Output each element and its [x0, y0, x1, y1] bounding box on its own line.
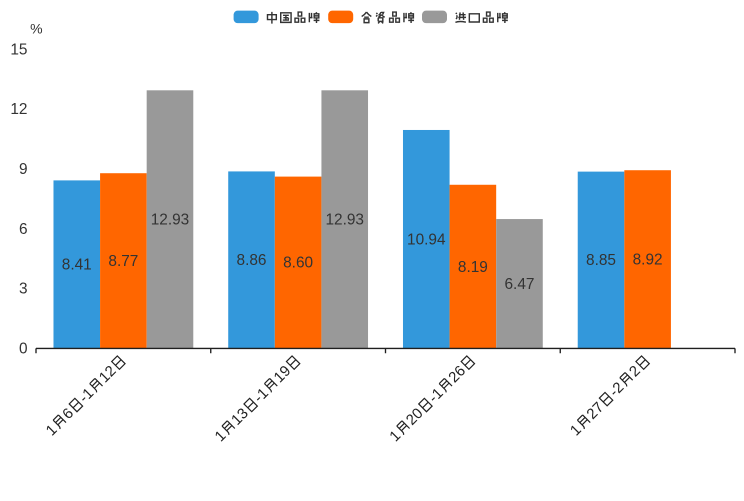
- svg-text:12.93: 12.93: [325, 212, 364, 229]
- svg-text:3: 3: [19, 281, 28, 298]
- svg-text:8.86: 8.86: [237, 252, 267, 269]
- svg-text:12.93: 12.93: [151, 212, 190, 229]
- svg-text:9: 9: [19, 161, 28, 178]
- svg-text:6: 6: [19, 221, 28, 238]
- svg-text:8.85: 8.85: [586, 252, 616, 269]
- svg-text:8.41: 8.41: [62, 257, 92, 274]
- svg-text:8.19: 8.19: [458, 259, 488, 276]
- svg-text:12: 12: [10, 101, 27, 118]
- svg-text:8.60: 8.60: [283, 255, 313, 272]
- svg-text:15: 15: [10, 41, 27, 58]
- svg-text:8.77: 8.77: [108, 253, 138, 270]
- svg-text:10.94: 10.94: [407, 231, 446, 248]
- svg-text:6.47: 6.47: [504, 276, 534, 293]
- svg-text:0: 0: [19, 340, 28, 357]
- svg-text:%: %: [30, 21, 42, 37]
- svg-text:8.92: 8.92: [633, 252, 663, 269]
